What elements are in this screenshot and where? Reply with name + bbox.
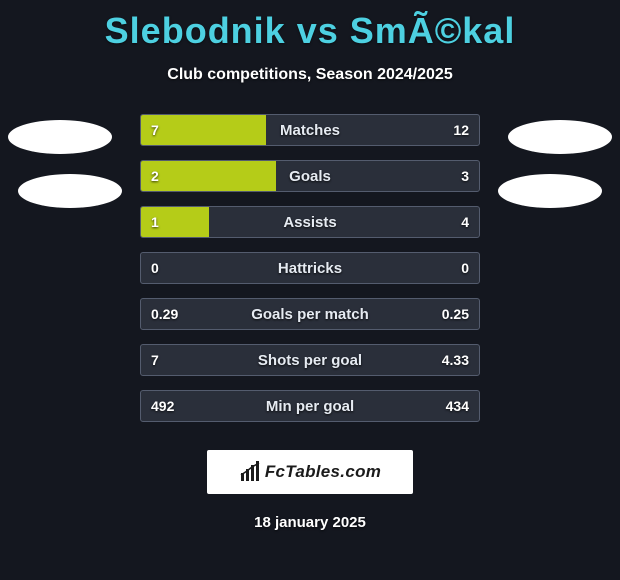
- stat-row: 14Assists: [140, 206, 480, 238]
- site-logo: FcTables.com: [207, 450, 413, 494]
- page-subtitle: Club competitions, Season 2024/2025: [0, 66, 620, 84]
- stat-row: 74.33Shots per goal: [140, 344, 480, 376]
- player-right-badge-top: [508, 120, 612, 154]
- player-left-badge-top: [8, 120, 112, 154]
- player-left-badge-bottom: [18, 174, 122, 208]
- stat-row: 23Goals: [140, 160, 480, 192]
- stat-label: Assists: [141, 207, 479, 237]
- stat-label: Hattricks: [141, 253, 479, 283]
- stat-label: Goals: [141, 161, 479, 191]
- stat-label: Goals per match: [141, 299, 479, 329]
- player-right-badge-bottom: [498, 174, 602, 208]
- stat-row: 712Matches: [140, 114, 480, 146]
- stat-label: Matches: [141, 115, 479, 145]
- logo-text: FcTables.com: [265, 462, 381, 482]
- stat-label: Min per goal: [141, 391, 479, 421]
- stat-label: Shots per goal: [141, 345, 479, 375]
- chart-icon: [239, 461, 261, 483]
- date-label: 18 january 2025: [0, 514, 620, 531]
- stats-container: 712Matches 23Goals 14Assists 00Hattricks 0.2…: [140, 114, 480, 422]
- stat-row: 492434Min per goal: [140, 390, 480, 422]
- stat-row: 00Hattricks: [140, 252, 480, 284]
- stat-row: 0.290.25Goals per match: [140, 298, 480, 330]
- page-title: Slebodnik vs SmÃ©kal: [0, 0, 620, 52]
